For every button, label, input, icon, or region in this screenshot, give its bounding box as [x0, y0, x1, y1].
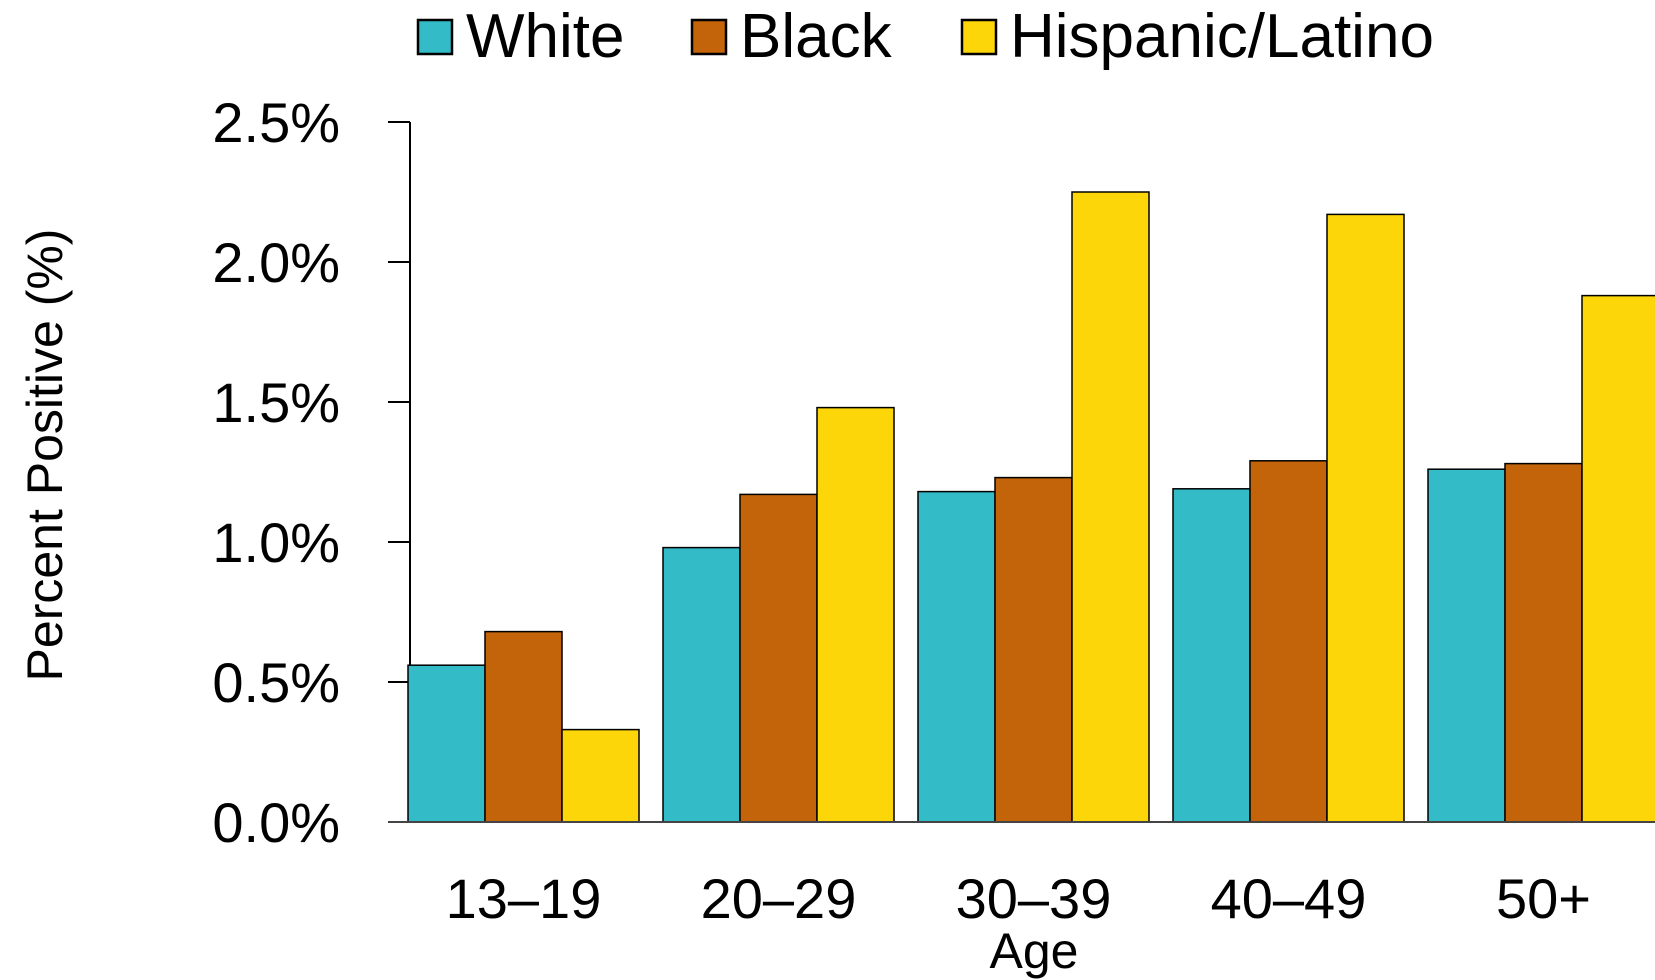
legend: White Black Hispanic/Latino [416, 2, 1434, 71]
bar-white-1 [407, 664, 486, 823]
y-tick-label: 2.5% [212, 91, 340, 154]
legend-swatch [416, 18, 454, 56]
x-tick-label: 50+ [1496, 867, 1591, 930]
bar-black-4 [1249, 460, 1328, 823]
bar-white-2 [662, 546, 741, 823]
bar-hispanic-latino-2 [816, 406, 895, 823]
bar-white-3 [917, 490, 996, 823]
legend-item: White [416, 2, 624, 71]
legend-item: Black [690, 2, 893, 71]
bar-black-3 [994, 476, 1073, 823]
bar-hispanic-latino-5 [1581, 294, 1655, 823]
legend-swatch [690, 18, 728, 56]
y-tick-label: 1.0% [212, 511, 340, 574]
bar-hispanic-latino-4 [1326, 213, 1405, 823]
bar-black-1 [484, 630, 563, 823]
y-tick-label: 1.5% [212, 371, 340, 434]
bar-white-5 [1427, 468, 1506, 823]
legend-swatch [960, 18, 998, 56]
y-axis: 0.0% 0.5% 1.0% 1.5% 2.0% 2.5% [212, 91, 411, 854]
x-tick-label: 40–49 [1211, 867, 1367, 930]
x-tick-labels: 13–19 20–29 30–39 40–49 50+ [446, 867, 1591, 930]
bar-black-5 [1504, 462, 1583, 823]
y-tick-label: 2.0% [212, 231, 340, 294]
y-axis-title: Percent Positive (%) [17, 229, 73, 682]
bar-black-2 [739, 493, 818, 823]
y-tick-label: 0.0% [212, 791, 340, 854]
x-tick-label: 13–19 [446, 867, 602, 930]
legend-label: Hispanic/Latino [1010, 2, 1434, 71]
x-tick-label: 20–29 [701, 867, 857, 930]
legend-label: Black [740, 2, 893, 71]
bar-white-4 [1172, 488, 1251, 823]
x-axis-title: Age [990, 923, 1079, 979]
bar-hispanic-latino-1 [561, 728, 640, 823]
legend-label: White [466, 2, 624, 71]
bars [407, 191, 1655, 823]
bar-hispanic-latino-3 [1071, 191, 1150, 823]
x-tick-label: 30–39 [956, 867, 1112, 930]
y-tick-label: 0.5% [212, 651, 340, 714]
legend-item: Hispanic/Latino [960, 2, 1434, 71]
